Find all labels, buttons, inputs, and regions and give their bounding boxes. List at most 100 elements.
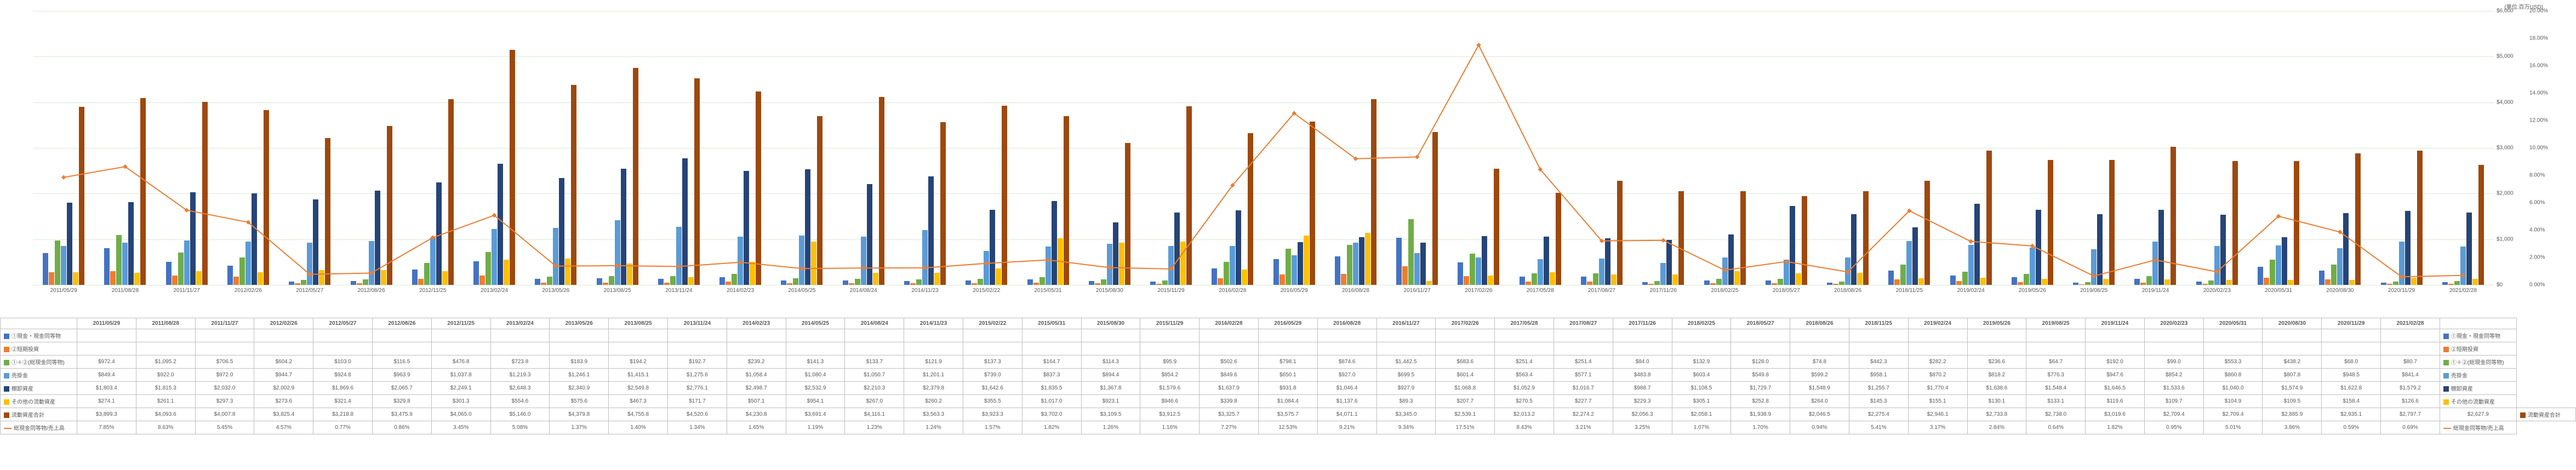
table-cell: $972.0 <box>195 369 254 382</box>
table-cell: $339.8 <box>1200 395 1259 408</box>
table-cell <box>845 329 904 342</box>
table-cell: $103.0 <box>313 356 373 369</box>
table-cell <box>2144 329 2203 342</box>
table-cell: $563.4 <box>1495 369 1554 382</box>
table-cell: $1,219.3 <box>490 369 550 382</box>
x-tick-label: 2012/08/26 <box>357 288 385 294</box>
table-cell <box>1200 342 1259 356</box>
x-tick-label: 2015/11/29 <box>1157 288 1184 294</box>
table-date-header: 2014/08/24 <box>845 318 904 329</box>
table-cell: $3,475.9 <box>372 408 431 421</box>
table-cell: $126.6 <box>2381 395 2440 408</box>
legend-swatch-cash <box>2443 334 2449 339</box>
table-cell: $171.7 <box>667 395 727 408</box>
table-cell: $3,923.3 <box>963 408 1022 421</box>
table-cell: $2,275.4 <box>1849 408 1908 421</box>
table-cell: $723.8 <box>490 356 550 369</box>
y-tick-line: 4.00% <box>2529 227 2545 233</box>
x-tick-label: 2016/08/28 <box>1342 288 1369 294</box>
table-cell: $467.3 <box>609 395 668 408</box>
table-cell: $130.1 <box>1967 395 2026 408</box>
table-cell <box>1849 342 1908 356</box>
table-cell: $3,563.3 <box>904 408 963 421</box>
y-axis-line: 0.00%2.00%4.00%6.00%8.00%10.00%12.00%14.… <box>2529 11 2560 285</box>
table-date-header: 2012/05/27 <box>313 318 373 329</box>
table-cell: $251.4 <box>1553 356 1613 369</box>
table-date-header: 2020/11/29 <box>2322 318 2381 329</box>
table-cell: $1,040.0 <box>2203 382 2263 395</box>
table-cell: $1,052.9 <box>1495 382 1554 395</box>
table-cell: $927.9 <box>1376 382 1436 395</box>
table-cell: 5.08% <box>490 421 550 434</box>
table-cell: $4,755.8 <box>609 408 668 421</box>
table-cell: $3,912.5 <box>1140 408 1200 421</box>
table-cell: $192.0 <box>2086 356 2145 369</box>
x-tick-label: 2016/05/29 <box>1281 288 1308 294</box>
table-cell: $80.7 <box>2381 356 2440 369</box>
legend-swatch-cash_plus_st <box>4 360 9 365</box>
table-date-header: 2013/02/24 <box>490 318 550 329</box>
table-cell: $2,539.1 <box>1436 408 1495 421</box>
table-date-header: 2018/08/26 <box>1790 318 1849 329</box>
table-cell: $4,065.0 <box>431 408 490 421</box>
table-cell: $870.2 <box>1908 369 1967 382</box>
table-cell: $924.8 <box>313 369 373 382</box>
table-cell: 1.07% <box>1672 421 1731 434</box>
table-cell: $2,797.7 <box>2381 408 2440 421</box>
table-cell: $1,574.9 <box>2263 382 2322 395</box>
table-cell <box>1317 329 1376 342</box>
table-cell: $4,071.1 <box>1317 408 1376 421</box>
table-cell: $3,702.0 <box>1022 408 1081 421</box>
y-tick-line: 18.00% <box>2529 36 2548 42</box>
table-cell: $104.9 <box>2203 395 2263 408</box>
table-cell <box>490 342 550 356</box>
table-date-header: 2011/05/29 <box>77 318 136 329</box>
x-tick-label: 2014/02/23 <box>727 288 754 294</box>
data-table-wrap: 2011/05/292011/08/282011/11/272012/02/26… <box>0 318 2576 470</box>
table-cell: $807.8 <box>2263 369 2322 382</box>
y-tick-line: 2.00% <box>2529 255 2545 261</box>
table-cell: $650.1 <box>1258 369 1317 382</box>
table-cell: $305.1 <box>1672 395 1731 408</box>
table-cell: $4,116.1 <box>845 408 904 421</box>
y-tick-line: 8.00% <box>2529 173 2545 179</box>
legend-label-total_current: 流動資産合計 <box>2528 412 2561 419</box>
table-cell <box>431 329 490 342</box>
legend-swatch-other_current <box>4 399 9 405</box>
table-date-header: 2020/05/31 <box>2203 318 2263 329</box>
table-cell: 5.41% <box>1849 421 1908 434</box>
table-cell: $841.4 <box>2381 369 2440 382</box>
table-date-header: 2014/11/23 <box>904 318 963 329</box>
table-cell: 0.77% <box>313 421 373 434</box>
x-tick-label: 2018/05/27 <box>1773 288 1800 294</box>
table-cell: 17.51% <box>1436 421 1495 434</box>
y-axis-bars: $0$1,000$2,000$3,000$4,000$5,000$6,000 <box>2497 11 2527 285</box>
data-table: 2011/05/292011/08/282011/11/272012/02/26… <box>0 318 2576 434</box>
table-cell: $1,646.5 <box>2086 382 2145 395</box>
table-cell: $2,013.2 <box>1495 408 1554 421</box>
table-cell <box>1081 342 1140 356</box>
table-date-header: 2019/05/26 <box>1967 318 2026 329</box>
table-cell: $5,146.0 <box>490 408 550 421</box>
table-date-header: 2015/02/22 <box>963 318 1022 329</box>
table-cell: $2,032.0 <box>195 382 254 395</box>
legend-swatch-cash <box>4 334 9 339</box>
table-cell: $483.8 <box>1613 369 1672 382</box>
x-tick-label: 2017/11/26 <box>1650 288 1677 294</box>
table-cell: 1.19% <box>786 421 845 434</box>
table-cell <box>904 329 963 342</box>
table-cell <box>2203 342 2263 356</box>
table-cell <box>1790 329 1849 342</box>
table-cell <box>667 329 727 342</box>
table-cell: $854.2 <box>1140 369 1200 382</box>
table-cell: 0.69% <box>2381 421 2440 434</box>
table-cell <box>1376 329 1436 342</box>
table-cell: $267.0 <box>845 395 904 408</box>
table-cell: $577.1 <box>1553 369 1613 382</box>
table-cell: $321.4 <box>313 395 373 408</box>
table-cell: $837.3 <box>1022 369 1081 382</box>
table-cell: $68.0 <box>2322 356 2381 369</box>
legend-swatch-short_term <box>2443 347 2449 352</box>
table-cell <box>77 342 136 356</box>
table-cell: 0.86% <box>372 421 431 434</box>
